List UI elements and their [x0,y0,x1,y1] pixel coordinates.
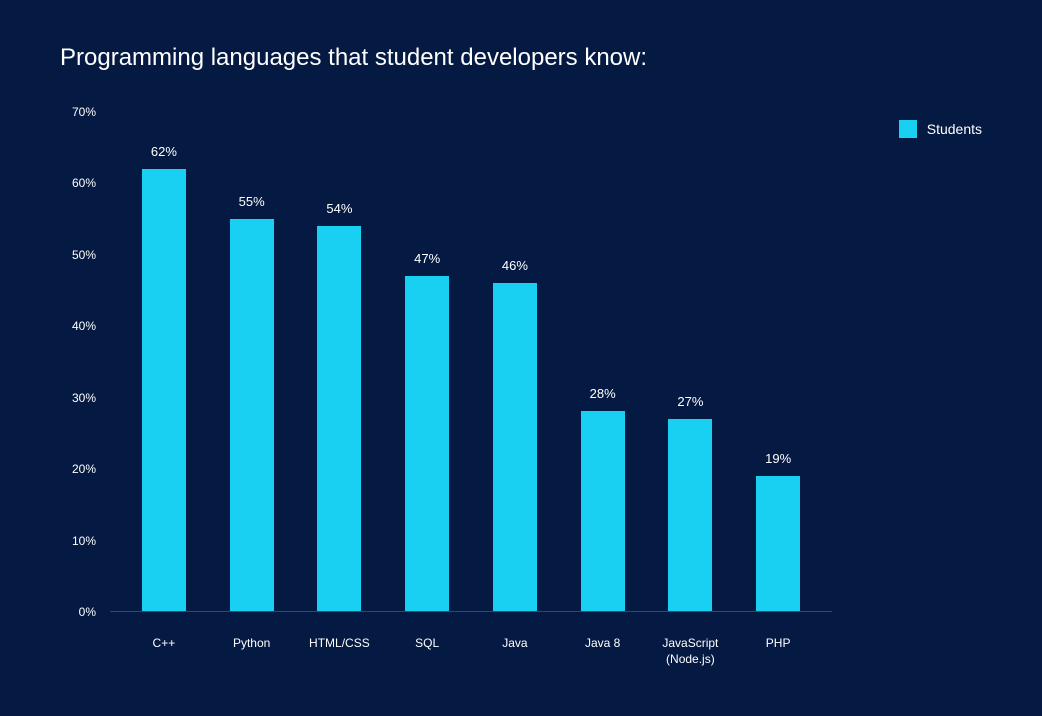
bar-column: 46% [471,112,559,611]
y-axis: 0%10%20%30%40%50%60%70% [60,112,110,612]
x-axis-label: Java 8 [559,622,647,672]
bar [317,226,361,611]
chart-title: Programming languages that student devel… [60,44,982,72]
x-axis-label: HTML/CSS [296,622,384,672]
bar [142,169,186,611]
x-axis-label: Python [208,622,296,672]
x-axis-label: SQL [383,622,471,672]
y-tick: 50% [72,248,96,262]
bar-value-label: 28% [590,386,616,401]
bar-column: 27% [647,112,735,611]
y-tick: 30% [72,391,96,405]
bar-column: 28% [559,112,647,611]
y-tick: 20% [72,462,96,476]
bar-value-label: 54% [326,201,352,216]
bars-group: 62% 55% 54% 47% 46% 28% 27% 19% [110,112,832,611]
x-axis-label: Java [471,622,559,672]
bar [756,476,800,611]
legend-swatch [899,120,917,138]
bar-column: 55% [208,112,296,611]
x-axis-labels: C++PythonHTML/CSSSQLJavaJava 8JavaScript… [110,622,832,672]
bar-value-label: 46% [502,258,528,273]
bar-value-label: 62% [151,144,177,159]
bar-column: 19% [734,112,822,611]
x-axis-label: PHP [734,622,822,672]
bar-value-label: 47% [414,251,440,266]
bar-value-label: 27% [677,394,703,409]
bar [668,419,712,611]
bar-column: 62% [120,112,208,611]
chart-container: Programming languages that student devel… [0,0,1042,716]
x-axis-label: C++ [120,622,208,672]
bar-column: 54% [296,112,384,611]
bar [405,276,449,611]
legend-label: Students [927,121,982,137]
bar-column: 47% [383,112,471,611]
y-tick: 70% [72,105,96,119]
y-tick: 0% [79,605,96,619]
bar [581,411,625,611]
y-tick: 60% [72,176,96,190]
bar-value-label: 19% [765,451,791,466]
bar-value-label: 55% [239,194,265,209]
y-tick: 10% [72,534,96,548]
bar [493,283,537,611]
bar [230,219,274,611]
chart-area: Students 0%10%20%30%40%50%60%70% 62%55%5… [60,112,982,672]
legend: Students [899,120,982,138]
y-tick: 40% [72,319,96,333]
x-axis-label: JavaScript(Node.js) [647,622,735,672]
plot-area: 62% 55% 54% 47% 46% 28% 27% 19% [110,112,832,612]
